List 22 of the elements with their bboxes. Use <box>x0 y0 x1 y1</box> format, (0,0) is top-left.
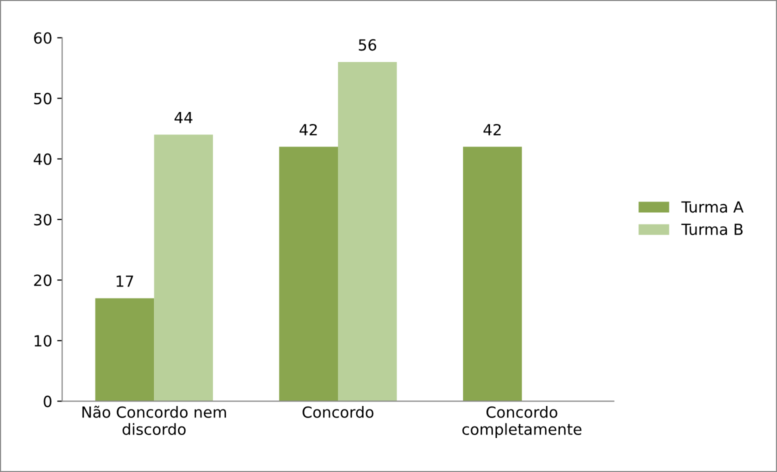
data-label: 42 <box>300 124 317 136</box>
y-tick-label: 0 <box>44 396 52 408</box>
bar <box>279 146 338 402</box>
x-tick-label: Concordo <box>302 406 374 418</box>
y-tick-label: 50 <box>34 92 52 104</box>
x-tick-label: Não Concordo nem discordo <box>82 406 226 435</box>
y-tick-label: 20 <box>34 274 52 286</box>
bar <box>338 62 397 402</box>
data-label: 17 <box>116 276 134 287</box>
data-label: 56 <box>358 39 376 51</box>
y-tick-label: 10 <box>34 335 52 347</box>
data-label: 42 <box>483 124 501 136</box>
bar <box>154 134 213 402</box>
y-tick-label: 30 <box>34 214 52 226</box>
bar <box>463 146 522 402</box>
y-tick-label: 60 <box>34 32 52 44</box>
x-tick-label: Concordo completamente <box>462 406 582 438</box>
data-label: 44 <box>174 112 192 124</box>
y-tick-label: 40 <box>34 153 52 165</box>
legend-label: Turma B <box>681 224 743 236</box>
legend-label: Turma A <box>681 201 744 213</box>
bar <box>95 298 154 402</box>
